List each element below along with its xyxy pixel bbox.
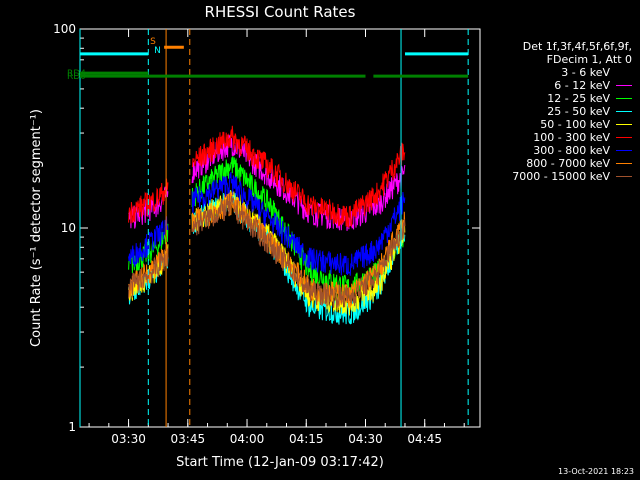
legend-item-label: 50 - 100 keV (540, 118, 610, 131)
legend-item-label: 7000 - 15000 keV (512, 170, 610, 183)
y-tick-label: 1 (68, 420, 76, 434)
legend-item-label: 3 - 6 keV (561, 66, 610, 79)
state-bar-label: RD0 (67, 72, 86, 82)
legend-item-label: 100 - 300 keV (533, 131, 610, 144)
legend-item: 3 - 6 keV (480, 66, 632, 79)
x-tick-label: 03:30 (111, 432, 146, 446)
x-tick-label: 04:45 (407, 432, 442, 446)
legend-item-label: 300 - 800 keV (533, 144, 610, 157)
legend-swatch (616, 176, 632, 177)
legend-item: 300 - 800 keV (480, 144, 632, 157)
legend-item-label: 6 - 12 keV (554, 79, 610, 92)
y-tick-label: 10 (61, 221, 76, 235)
legend-swatch (616, 137, 632, 138)
legend-swatch (616, 163, 632, 164)
legend-swatch (616, 85, 632, 86)
state-bar-label: S (150, 37, 156, 47)
legend-item: 7000 - 15000 keV (480, 170, 632, 183)
y-tick-label: 100 (53, 22, 76, 36)
legend-item: 800 - 7000 keV (480, 157, 632, 170)
legend-swatch (616, 98, 632, 99)
state-bar-label: RD4 (67, 69, 86, 79)
x-tick-label: 03:45 (171, 432, 206, 446)
legend-item-label: 25 - 50 keV (547, 105, 610, 118)
x-tick-label: 04:15 (289, 432, 324, 446)
legend-swatch (616, 111, 632, 112)
legend-swatch (616, 72, 632, 73)
state-bar-sublabel: N (154, 46, 161, 56)
x-axis-label: Start Time (12-Jan-09 03:17:42) (176, 455, 384, 470)
legend-swatch (616, 150, 632, 151)
legend-swatch (616, 124, 632, 125)
series-line (128, 195, 406, 309)
y-axis-label: Count Rate (s⁻¹ detector segment⁻¹) (29, 109, 44, 347)
x-tick-label: 04:00 (230, 432, 265, 446)
legend-item: 25 - 50 keV (480, 105, 632, 118)
legend-header-2: FDecim 1, Att 0 (546, 53, 632, 66)
legend-header-1: Det 1f,3f,4f,5f,6f,9f, (522, 40, 632, 53)
legend: Det 1f,3f,4f,5f,6f,9f, FDecim 1, Att 0 3… (480, 40, 632, 183)
legend-item: 12 - 25 keV (480, 92, 632, 105)
x-tick-label: 04:30 (348, 432, 383, 446)
legend-item-label: 800 - 7000 keV (526, 157, 610, 170)
footer-timestamp: 13-Oct-2021 18:23 (558, 467, 634, 476)
legend-item: 100 - 300 keV (480, 131, 632, 144)
chart-title: RHESSI Count Rates (205, 3, 356, 21)
series-line (128, 171, 406, 276)
legend-item-label: 12 - 25 keV (547, 92, 610, 105)
legend-item: 6 - 12 keV (480, 79, 632, 92)
legend-item: 50 - 100 keV (480, 118, 632, 131)
